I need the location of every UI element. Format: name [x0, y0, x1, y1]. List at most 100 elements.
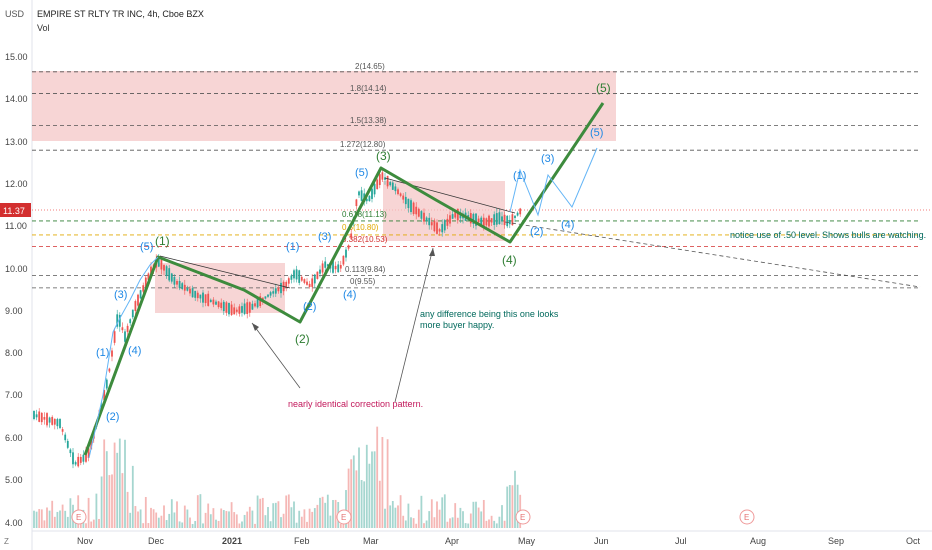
- candle-body: [267, 295, 269, 297]
- volume-bar: [392, 501, 394, 528]
- candle-body: [249, 302, 251, 312]
- price-tick: 12.00: [5, 179, 28, 189]
- price-tick: 5.00: [5, 475, 23, 485]
- volume-bar: [272, 503, 274, 528]
- candle-body: [246, 302, 248, 314]
- volume-bar: [384, 509, 386, 528]
- volume-bar: [400, 495, 402, 528]
- volume-bar: [447, 522, 449, 528]
- volume-bar: [158, 518, 160, 528]
- volume-bar: [418, 510, 420, 528]
- volume-bar: [67, 517, 69, 528]
- volume-bar: [374, 451, 376, 528]
- volume-bar: [96, 494, 98, 528]
- volume-bar: [205, 513, 207, 528]
- correction-zone-2: [383, 181, 505, 241]
- candle-body: [244, 304, 246, 315]
- volume-bar: [324, 503, 326, 528]
- fib-label: 0.382(10.53): [342, 235, 388, 244]
- volume-bar: [306, 522, 308, 528]
- candle-body: [317, 272, 319, 279]
- candle-body: [127, 326, 129, 332]
- volume-bar: [426, 521, 428, 528]
- candle-body: [163, 265, 165, 271]
- annotation-buyer: any difference being this one looks more…: [420, 309, 570, 331]
- candle-body: [296, 269, 298, 279]
- wave-label-minor-1b: (1): [286, 241, 299, 253]
- wave-label-minor-3: (3): [114, 289, 127, 301]
- last-price-value: 11.37: [3, 206, 25, 216]
- candle-body: [228, 303, 230, 314]
- volume-bar: [88, 498, 90, 528]
- candle-body: [291, 275, 293, 279]
- volume-bar: [480, 511, 482, 528]
- volume-bar: [314, 508, 316, 528]
- target-zone: [32, 71, 616, 141]
- candle-body: [483, 218, 485, 226]
- candle-body: [423, 213, 425, 222]
- volume-bar: [493, 521, 495, 528]
- volume-bar: [449, 518, 451, 528]
- candle-body: [137, 295, 139, 306]
- volume-bar: [135, 506, 137, 528]
- corner-label: Z: [4, 537, 9, 546]
- volume-bar: [275, 503, 277, 528]
- candle-body: [62, 429, 64, 432]
- volume-bar: [57, 512, 59, 528]
- volume-bar: [285, 496, 287, 528]
- volume-bar: [132, 466, 134, 528]
- time-tick: Feb: [294, 536, 310, 546]
- candle-body: [36, 414, 38, 417]
- symbol-title: EMPIRE ST RLTY TR INC, 4h, Cboe BZX: [37, 9, 204, 19]
- volume-bar: [410, 517, 412, 528]
- candle-body: [415, 207, 417, 215]
- wave-label-minor-2b: (2): [303, 301, 316, 313]
- candle-body: [311, 278, 313, 287]
- volume-bar: [332, 500, 334, 528]
- candle-body: [239, 306, 241, 313]
- volume-bar: [457, 518, 459, 528]
- candle-body: [171, 273, 173, 281]
- volume-bar: [415, 524, 417, 528]
- volume-bar: [38, 509, 40, 528]
- volume-bar: [111, 474, 113, 528]
- volume-bar: [402, 516, 404, 528]
- candle-body: [374, 184, 376, 195]
- candle-body: [241, 306, 243, 313]
- volume-bar: [181, 522, 183, 528]
- volume-bar: [51, 501, 53, 528]
- candle-body: [447, 219, 449, 226]
- volume-bars: [33, 427, 521, 528]
- volume-bar: [249, 507, 251, 528]
- candle-body: [428, 218, 430, 225]
- annotation-arrow-1: [252, 323, 300, 388]
- volume-bar: [137, 511, 139, 528]
- volume-bar: [366, 445, 368, 528]
- volume-bar: [153, 509, 155, 528]
- volume-bar: [395, 508, 397, 528]
- volume-bar: [90, 522, 92, 528]
- volume-bar: [496, 523, 498, 528]
- wave-label-proj-2: (2): [530, 226, 543, 238]
- volume-bar: [98, 519, 100, 528]
- volume-bar: [280, 517, 282, 528]
- candle-body: [174, 277, 176, 285]
- volume-bar: [436, 501, 438, 528]
- annotation-arrowhead-2: [429, 248, 435, 256]
- candle-body: [504, 215, 506, 225]
- candle-body: [304, 279, 306, 283]
- wave-label-major-5: (5): [596, 81, 611, 95]
- volume-bar: [239, 523, 241, 528]
- candle-body: [285, 282, 287, 287]
- candle-body: [501, 216, 503, 221]
- price-axis[interactable]: 15.00 14.00 13.00 12.00 11.00 10.00 9.00…: [5, 52, 28, 528]
- volume-bar: [501, 505, 503, 528]
- time-axis[interactable]: Nov Dec 2021 Feb Mar Apr May Jun Jul Aug…: [77, 536, 921, 546]
- volume-bar: [124, 440, 126, 528]
- volume-bar: [202, 523, 204, 528]
- candle-body: [161, 260, 163, 270]
- fib-label: 1.5(13.38): [350, 116, 387, 125]
- candle-body: [236, 310, 238, 312]
- volume-bar: [298, 511, 300, 528]
